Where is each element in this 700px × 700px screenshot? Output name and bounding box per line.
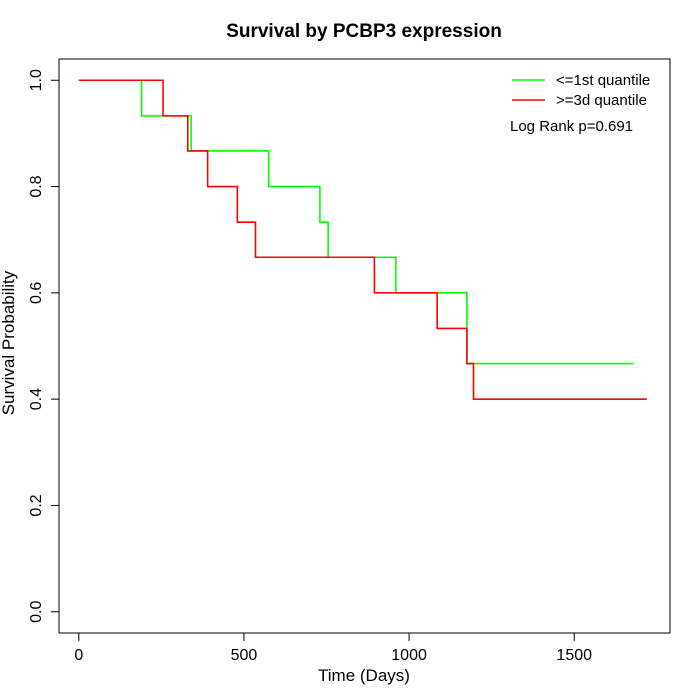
x-axis-label: Time (Days)	[318, 666, 410, 685]
series-layer	[78, 79, 647, 400]
x-tick-label: 500	[231, 647, 258, 664]
y-tick-label: 1.0	[28, 69, 45, 91]
x-tick-label: 0	[74, 647, 83, 664]
plot-box	[58, 58, 671, 634]
y-tick-label: 0.0	[28, 601, 45, 623]
chart-title: Survival by PCBP3 expression	[226, 21, 502, 42]
y-tick-label: 0.8	[28, 175, 45, 197]
y-tick-label: 0.4	[28, 388, 45, 410]
y-tick-label: 0.2	[28, 494, 45, 516]
legend-label: <=1st quantile	[556, 72, 650, 89]
y-axis: 0.0 0.2 0.4 0.6 0.8 1.0	[28, 69, 60, 623]
legend-label: >=3d quantile	[556, 92, 647, 109]
x-axis: 0 500 1000 1500	[74, 632, 592, 664]
survival-curve-2	[78, 79, 647, 400]
y-tick-label: 0.6	[28, 282, 45, 304]
x-tick-label: 1000	[391, 647, 427, 664]
log-rank-annotation: Log Rank p=0.691	[510, 118, 633, 135]
y-axis-label: Survival Probability	[0, 270, 18, 415]
legend: <=1st quantile >=3d quantile	[512, 72, 650, 109]
x-tick-label: 1500	[556, 647, 592, 664]
